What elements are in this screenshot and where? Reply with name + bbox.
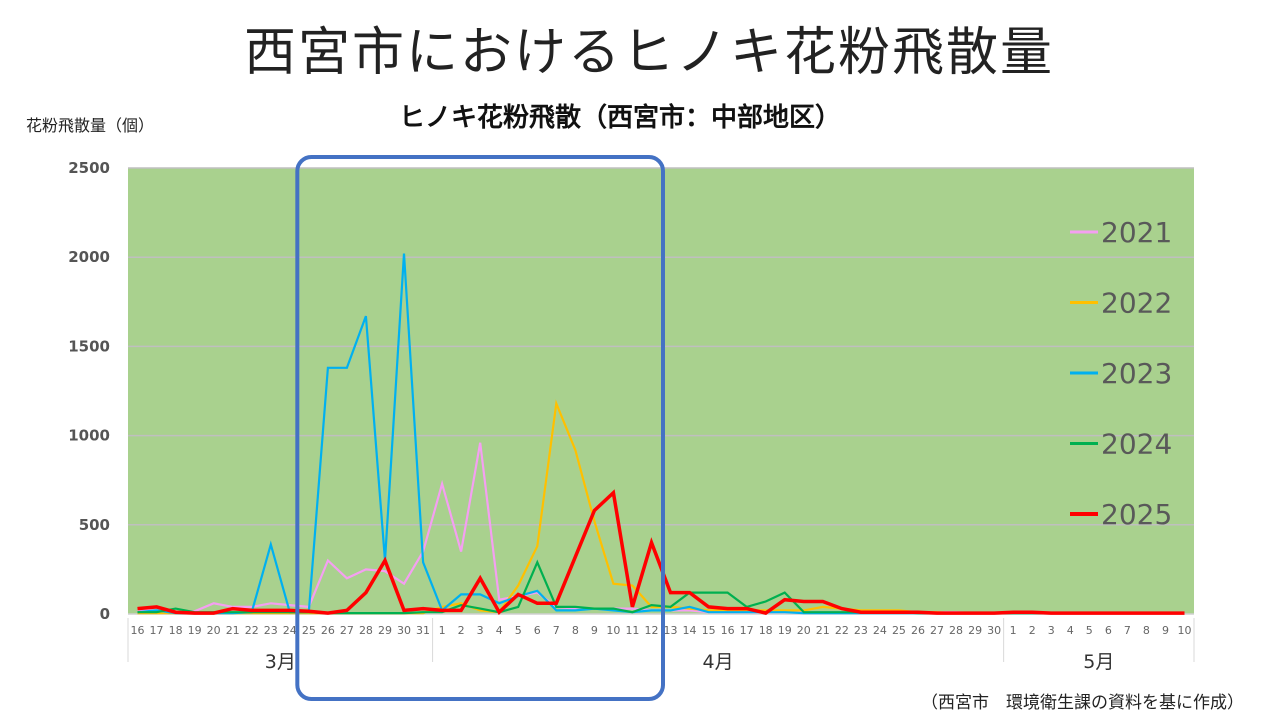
- x-tick-label: 31: [416, 624, 430, 637]
- x-tick-label: 1: [439, 624, 446, 637]
- x-tick-label: 22: [835, 624, 849, 637]
- main-title: 西宮市におけるヒノキ花粉飛散量: [243, 23, 1054, 83]
- x-tick-label: 9: [1162, 624, 1169, 637]
- y-tick-label: 1500: [68, 337, 110, 355]
- x-tick-label: 19: [778, 624, 792, 637]
- x-tick-label: 15: [702, 624, 716, 637]
- y-tick-label: 0: [100, 605, 110, 623]
- highlight-box: [295, 155, 665, 701]
- month-label: 3月: [265, 651, 296, 673]
- x-tick-label: 16: [721, 624, 735, 637]
- x-tick-label: 14: [683, 624, 697, 637]
- x-tick-label: 22: [245, 624, 259, 637]
- x-tick-label: 7: [553, 624, 560, 637]
- x-tick-label: 30: [987, 624, 1001, 637]
- month-label: 4月: [703, 651, 734, 673]
- x-tick-label: 20: [207, 624, 221, 637]
- x-tick-label: 8: [572, 624, 579, 637]
- x-tick-label: 19: [188, 624, 202, 637]
- x-tick-label: 24: [283, 624, 297, 637]
- x-tick-label: 17: [150, 624, 164, 637]
- x-tick-label: 29: [968, 624, 982, 637]
- x-tick-label: 2: [1029, 624, 1036, 637]
- x-tick-label: 21: [226, 624, 240, 637]
- source-note: （西宮市 環境衛生課の資料を基に作成）: [921, 693, 1244, 713]
- x-tick-label: 17: [740, 624, 754, 637]
- x-tick-label: 28: [359, 624, 373, 637]
- x-tick-label: 16: [131, 624, 145, 637]
- x-tick-label: 7: [1124, 624, 1131, 637]
- x-tick-label: 25: [892, 624, 906, 637]
- x-tick-label: 9: [591, 624, 598, 637]
- x-tick-label: 11: [625, 624, 639, 637]
- legend-label-2021: 2021: [1101, 216, 1172, 249]
- y-tick-label: 2000: [68, 248, 110, 266]
- x-tick-label: 23: [854, 624, 868, 637]
- y-tick-label: 500: [79, 516, 110, 534]
- x-tick-label: 10: [606, 624, 620, 637]
- x-tick-label: 30: [397, 624, 411, 637]
- x-tick-label: 18: [759, 624, 773, 637]
- legend-label-2023: 2023: [1101, 357, 1172, 390]
- x-tick-label: 18: [169, 624, 183, 637]
- x-tick-label: 4: [496, 624, 503, 637]
- legend-label-2025: 2025: [1101, 498, 1172, 531]
- x-tick-label: 26: [321, 624, 335, 637]
- x-tick-label: 27: [930, 624, 944, 637]
- y-tick-label: 2500: [68, 159, 110, 177]
- x-tick-label: 23: [264, 624, 278, 637]
- x-tick-label: 26: [911, 624, 925, 637]
- x-tick-label: 5: [1086, 624, 1093, 637]
- x-tick-label: 2: [458, 624, 465, 637]
- x-tick-label: 28: [949, 624, 963, 637]
- x-tick-label: 12: [644, 624, 658, 637]
- x-tick-label: 5: [515, 624, 522, 637]
- x-tick-label: 21: [816, 624, 830, 637]
- legend-label-2022: 2022: [1101, 287, 1172, 320]
- x-tick-label: 27: [340, 624, 354, 637]
- x-tick-label: 24: [873, 624, 887, 637]
- legend-label-2024: 2024: [1101, 428, 1172, 461]
- x-tick-label: 3: [477, 624, 484, 637]
- x-tick-label: 13: [664, 624, 678, 637]
- y-tick-label: 1000: [68, 427, 110, 445]
- x-tick-label: 20: [797, 624, 811, 637]
- x-tick-label: 10: [1177, 624, 1191, 637]
- x-tick-label: 8: [1143, 624, 1150, 637]
- x-tick-label: 6: [1105, 624, 1112, 637]
- x-tick-label: 6: [534, 624, 541, 637]
- x-tick-label: 29: [378, 624, 392, 637]
- month-label: 5月: [1083, 651, 1114, 673]
- y-axis-unit-label: 花粉飛散量（個）: [26, 116, 155, 135]
- x-tick-label: 4: [1067, 624, 1074, 637]
- x-tick-label: 1: [1010, 624, 1017, 637]
- x-tick-label: 25: [302, 624, 316, 637]
- chart-title: ヒノキ花粉飛散（西宮市：中部地区）: [398, 103, 841, 133]
- x-tick-label: 3: [1048, 624, 1055, 637]
